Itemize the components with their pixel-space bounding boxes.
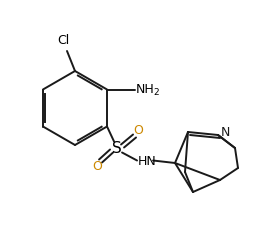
Text: HN: HN [138, 155, 157, 168]
Text: S: S [112, 141, 122, 156]
Text: Cl: Cl [57, 34, 69, 47]
Text: O: O [92, 160, 102, 173]
Text: N: N [221, 127, 230, 139]
Text: 2: 2 [153, 88, 159, 97]
Text: NH: NH [136, 83, 155, 96]
Text: O: O [133, 124, 143, 137]
